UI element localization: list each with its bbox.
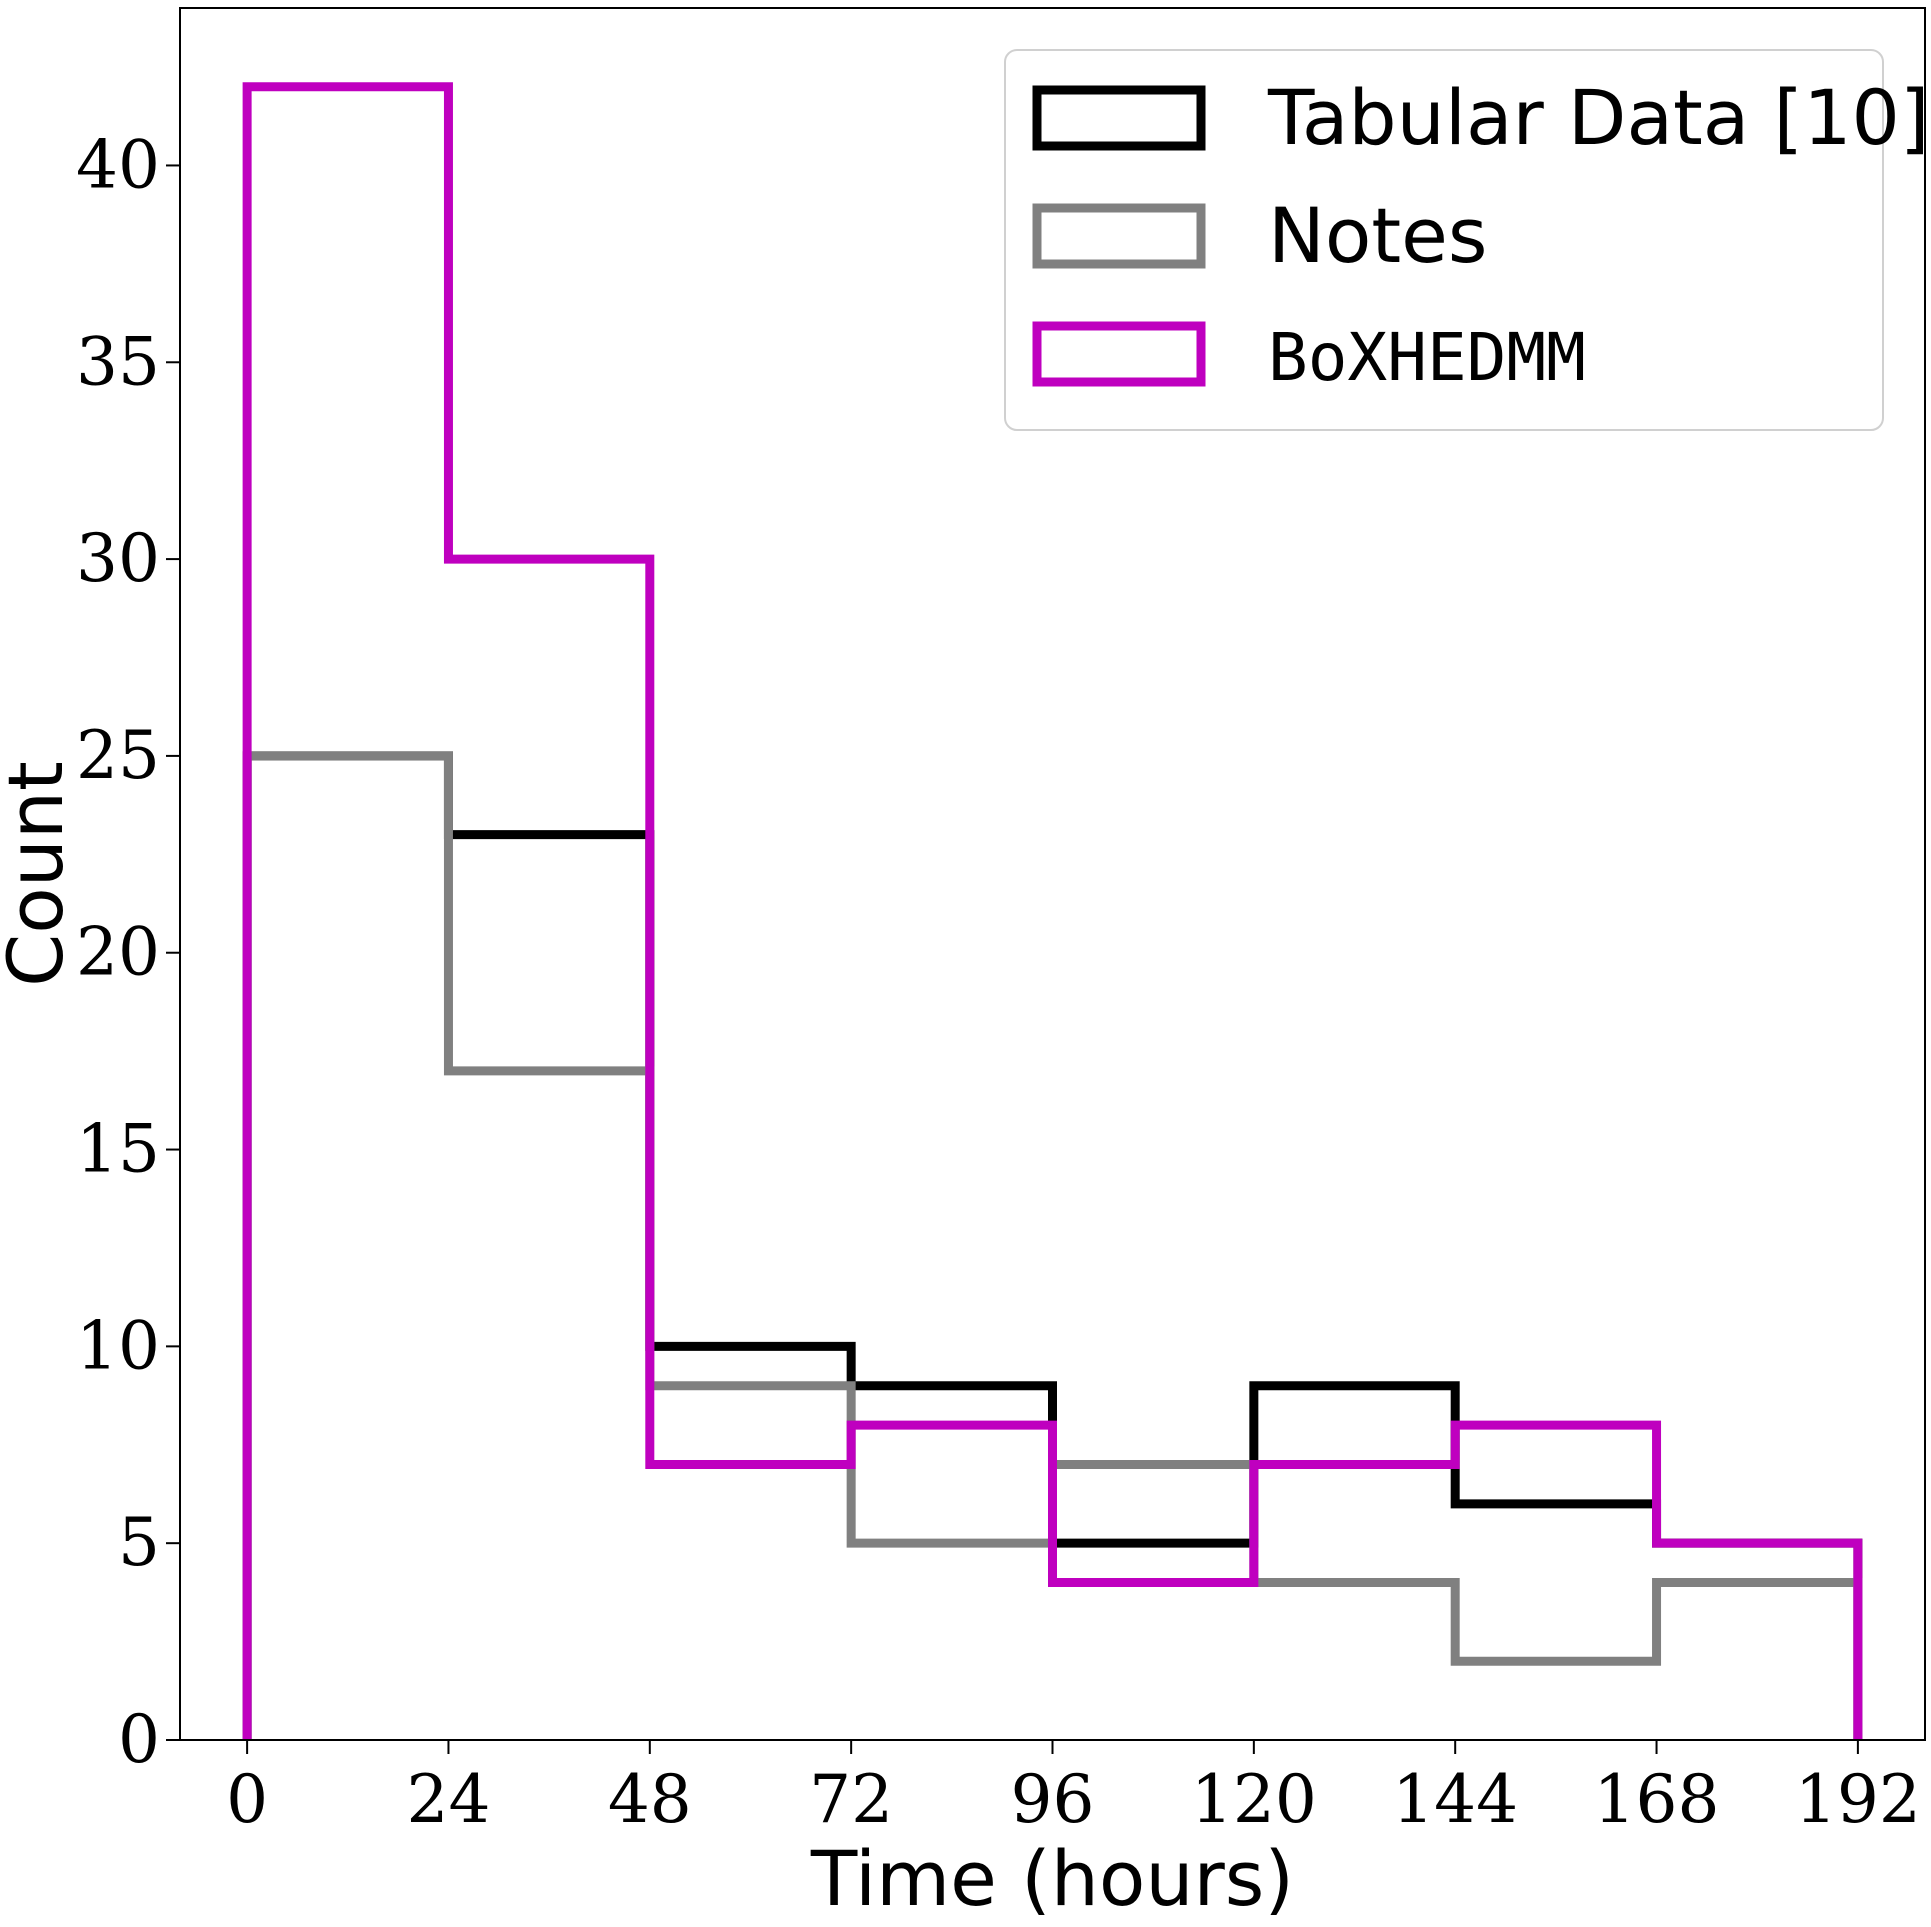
x-tick-label: 192 <box>1795 1761 1921 1838</box>
y-tick-label: 35 <box>76 323 160 400</box>
x-tick-label: 168 <box>1594 1761 1720 1838</box>
legend: Tabular Data [10] Notes BoXHEDMM <box>1004 49 1930 431</box>
x-axis-ticks: 0 24 48 72 96 120 144 168 192 <box>226 1740 1921 1838</box>
x-tick-label: 0 <box>226 1761 268 1838</box>
x-tick-label: 72 <box>809 1761 893 1838</box>
legend-swatch-1 <box>1032 203 1206 269</box>
legend-label-0: Tabular Data [10] <box>1267 73 1930 162</box>
legend-box <box>1004 49 1884 431</box>
x-tick-label: 96 <box>1011 1761 1095 1838</box>
y-axis-label: Count <box>0 761 80 987</box>
x-tick-label: 120 <box>1191 1761 1317 1838</box>
y-tick-label: 40 <box>76 126 160 203</box>
plot-frame <box>179 7 1926 1741</box>
x-tick-label: 24 <box>406 1761 490 1838</box>
x-tick-label: 144 <box>1392 1761 1518 1838</box>
x-axis-label: Time (hours) <box>810 1834 1294 1923</box>
y-tick-label: 15 <box>76 1111 160 1188</box>
legend-label-2: BoXHEDMM <box>1268 319 1586 396</box>
series-layer <box>242 82 1863 1740</box>
y-tick-label: 20 <box>76 914 160 991</box>
y-tick-label: 5 <box>118 1504 160 1581</box>
series-line-2 <box>242 82 1863 1740</box>
y-axis-ticks: 0 5 10 15 20 25 30 35 40 <box>76 126 180 1778</box>
y-tick-label: 30 <box>76 520 160 597</box>
x-tick-label: 48 <box>608 1761 692 1838</box>
y-tick-label: 0 <box>118 1701 160 1778</box>
legend-label-1: Notes <box>1268 191 1488 280</box>
legend-swatch-2 <box>1032 321 1206 387</box>
y-tick-label: 10 <box>76 1307 160 1384</box>
y-tick-label: 25 <box>76 717 160 794</box>
legend-swatch-0 <box>1032 85 1206 151</box>
